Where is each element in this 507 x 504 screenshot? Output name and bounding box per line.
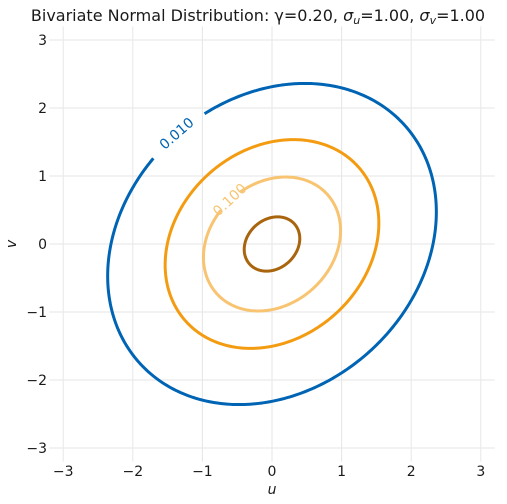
y-tick-labels: −3 −2 −1 0 1 2 3 (26, 33, 47, 457)
x-tick-label: −2 (122, 464, 143, 480)
y-tick-label: 1 (38, 169, 47, 185)
y-tick-label: 0 (38, 237, 47, 253)
contour-line (106, 81, 438, 407)
contour-label: 0.010 (157, 115, 198, 153)
y-tick-label: −3 (26, 441, 47, 457)
x-tick-label: 3 (476, 464, 485, 480)
x-tick-label: −1 (192, 464, 213, 480)
contour-lines (106, 81, 438, 407)
chart-title: Bivariate Normal Distribution: γ=0.20, σ… (31, 6, 485, 27)
contour-line (163, 138, 381, 350)
x-axis-label: u (268, 482, 277, 498)
contour-label: 0.100 (210, 181, 250, 220)
y-tick-label: 3 (38, 33, 47, 49)
x-tick-labels: −3 −2 −1 0 1 2 3 (53, 464, 485, 480)
contour-line (201, 175, 343, 313)
y-tick-label: −2 (26, 373, 47, 389)
y-tick-label: 2 (38, 101, 47, 117)
x-tick-label: 1 (337, 464, 346, 480)
contour-labels: 0.010 0.100 (157, 115, 250, 220)
y-tick-label: −1 (26, 305, 47, 321)
x-tick-label: −3 (53, 464, 74, 480)
contour-line (242, 215, 302, 273)
x-tick-label: 2 (407, 464, 416, 480)
grid-lines (49, 26, 495, 462)
y-axis-label: v (4, 239, 20, 248)
x-tick-label: 0 (268, 464, 277, 480)
